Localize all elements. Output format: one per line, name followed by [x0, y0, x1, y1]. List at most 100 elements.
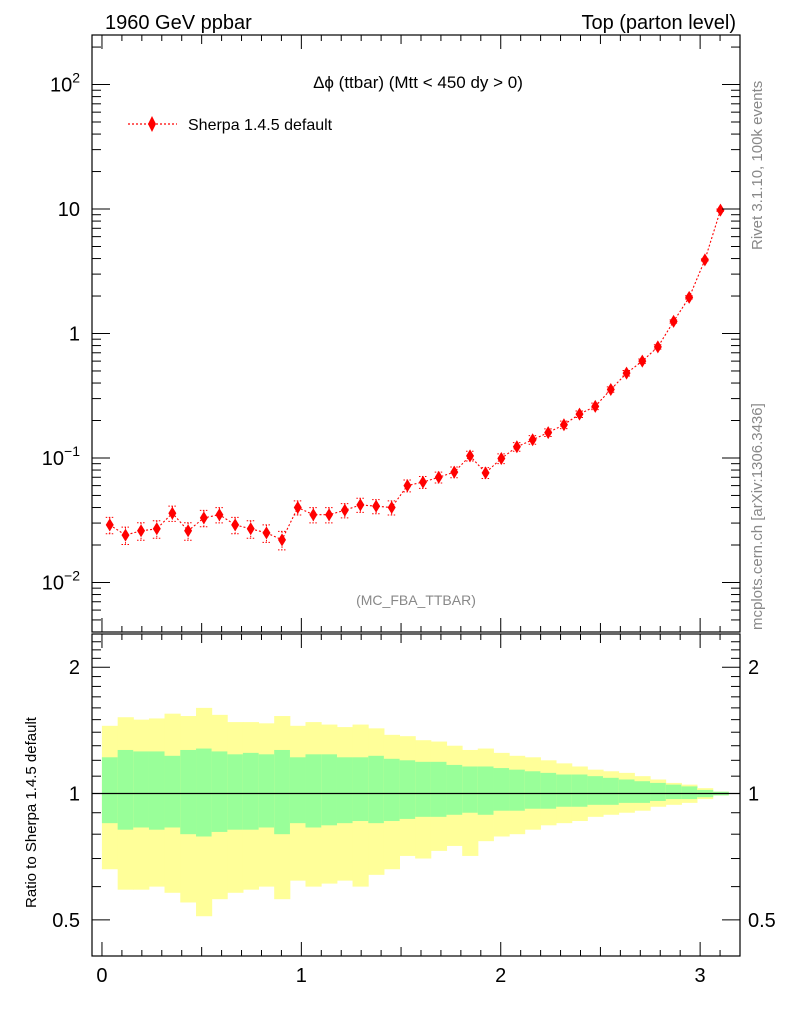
inner-band-bin	[493, 768, 510, 811]
data-point	[199, 511, 208, 525]
data-point	[481, 466, 490, 480]
data-point	[528, 433, 537, 447]
inner-band-bin	[368, 755, 385, 824]
inner-band-bin	[681, 786, 698, 800]
inner-band-bin	[618, 779, 635, 803]
data-point	[716, 203, 725, 217]
legend-marker	[148, 116, 156, 132]
x-tick-label: 1	[296, 965, 307, 987]
inner-band-bin	[148, 751, 166, 830]
ratio-y-tick-label-right: 0.5	[748, 910, 776, 932]
ratio-y-tick-label-right: 1	[748, 784, 759, 806]
inner-band-bin	[242, 752, 260, 830]
inner-band-bin	[587, 776, 604, 805]
plot-title: Δϕ (ttbar) (Mtt < 450 dy > 0)	[313, 73, 523, 92]
inner-band-bin	[305, 754, 322, 828]
data-point	[403, 479, 412, 493]
inner-band-bin	[289, 757, 307, 824]
inner-band-bin	[602, 777, 620, 805]
inner-band-bin	[321, 754, 338, 826]
data-point	[418, 475, 427, 489]
data-point	[309, 508, 318, 522]
ratio-y-tick-label: 2	[69, 657, 80, 679]
data-point	[137, 524, 146, 538]
data-point	[669, 314, 678, 328]
data-point	[262, 526, 271, 540]
data-point	[434, 470, 443, 484]
data-point	[168, 506, 177, 520]
data-point	[121, 528, 130, 542]
inner-band-bin	[415, 761, 432, 817]
ratio-y-tick-label-right: 2	[748, 657, 759, 679]
inner-band-bin	[430, 761, 448, 817]
data-point	[152, 522, 161, 536]
inner-band-bin	[477, 766, 494, 815]
data-point	[450, 465, 459, 479]
ratio-plot-frame	[91, 633, 741, 957]
inner-band-bin	[540, 772, 557, 809]
inner-band-bin	[117, 749, 134, 830]
series-line	[109, 209, 722, 541]
ratio-y-tick-label: 1	[69, 784, 80, 806]
legend-entry: Sherpa 1.4.5 default	[188, 117, 333, 134]
inner-band-bin	[665, 784, 682, 800]
ratio-y-tick-label: 0.5	[52, 910, 80, 932]
mcplots-label: mcplots.cern.ch [arXiv:1306.3436]	[749, 403, 766, 630]
data-point	[700, 253, 709, 267]
rivet-version-label: Rivet 3.1.10, 100k events	[749, 81, 766, 250]
inner-band-bin	[446, 764, 463, 815]
x-tick-label: 2	[495, 965, 506, 987]
data-point	[325, 508, 334, 522]
inner-band-bin	[383, 758, 401, 822]
data-point	[591, 399, 600, 413]
data-point	[372, 499, 381, 513]
y-tick-label: 102	[50, 70, 80, 97]
ratio-plot-panel: 0 1 2 3 0.5 0.5 1 1 2 2 Ratio to Sherpa 1.4.5 def…	[23, 633, 776, 987]
data-point	[497, 452, 506, 466]
y-tick-label: 1	[69, 324, 80, 346]
data-point	[575, 407, 584, 421]
inner-band-bin	[634, 781, 651, 803]
y-tick-label: 10	[58, 199, 80, 221]
data-point	[293, 501, 302, 515]
inner-band-bin	[336, 757, 354, 824]
data-point	[278, 533, 287, 547]
data-point	[653, 340, 662, 354]
data-point	[215, 508, 224, 522]
data-point	[356, 498, 365, 512]
inner-band-bin	[462, 766, 479, 813]
inner-band-bin	[571, 774, 588, 807]
inner-band-bin	[399, 760, 416, 819]
data-point	[184, 524, 193, 538]
x-tick-label: 3	[695, 965, 706, 987]
inner-band-bin	[227, 754, 244, 830]
data-point	[559, 418, 568, 432]
data-point	[246, 522, 255, 536]
data-point	[606, 382, 615, 396]
inner-band-bin	[164, 755, 181, 828]
header-right: Top (parton level)	[581, 12, 736, 34]
data-point	[512, 440, 521, 454]
data-point	[466, 449, 475, 463]
ratio-y-axis-label: Ratio to Sherpa 1.4.5 default	[23, 716, 40, 908]
data-point	[622, 366, 631, 380]
data-point	[340, 503, 349, 517]
data-point	[544, 426, 553, 440]
data-point	[387, 501, 396, 515]
inner-band-bin	[650, 782, 667, 801]
inner-band-bin	[101, 757, 119, 824]
inner-band-bin	[196, 748, 213, 837]
inner-band-bin	[352, 757, 369, 822]
data-point	[638, 354, 647, 368]
header-left: 1960 GeV ppbar	[105, 12, 252, 34]
y-tick-label: 10−2	[42, 567, 80, 594]
main-plot-panel: 10−2 10−1 1 10 102 Δϕ (ttbar) (Mtt < 450 dy …	[42, 34, 741, 633]
inner-band-bin	[133, 751, 150, 828]
analysis-label: (MC_FBA_TTBAR)	[356, 592, 476, 608]
data-point	[105, 518, 114, 532]
inner-band-bin	[180, 749, 197, 835]
inner-band-bin	[274, 749, 291, 835]
inner-band-bin	[524, 771, 541, 809]
x-tick-label: 0	[96, 965, 107, 987]
